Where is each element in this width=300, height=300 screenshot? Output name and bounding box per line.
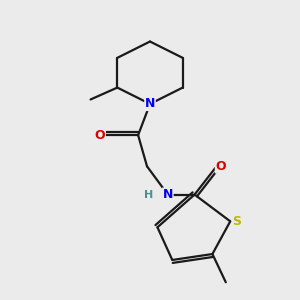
Text: O: O <box>215 160 226 173</box>
Text: N: N <box>145 98 155 110</box>
Text: H: H <box>145 190 154 200</box>
Text: S: S <box>232 215 241 228</box>
Text: N: N <box>163 188 173 201</box>
Text: O: O <box>95 129 105 142</box>
